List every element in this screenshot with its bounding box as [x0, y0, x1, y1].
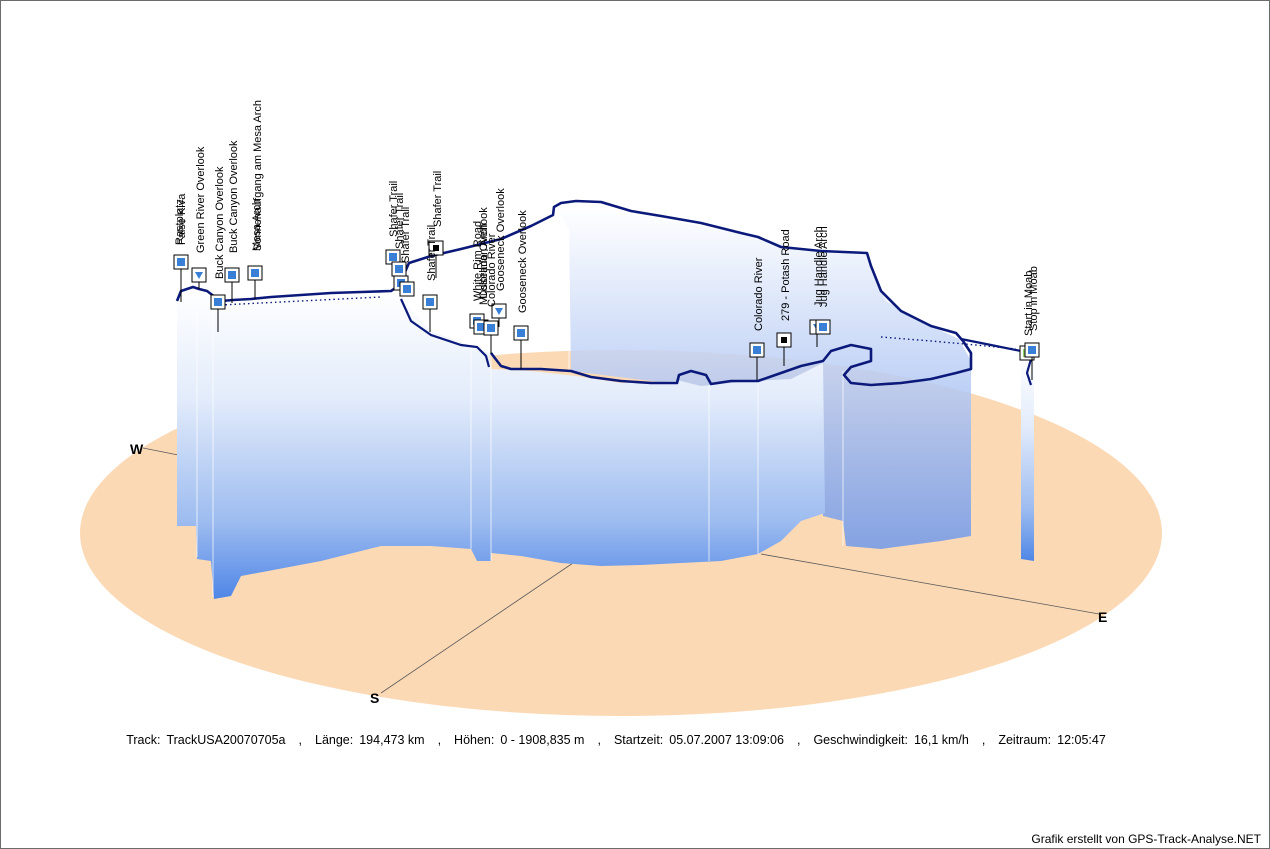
- speed-label: Geschwindigkeit:: [813, 733, 908, 747]
- speed-value: 16,1 km/h: [913, 733, 969, 747]
- track-line: [175, 199, 973, 387]
- track-label: Track:: [126, 733, 161, 747]
- waypoint-label: Shafer Trail: [426, 225, 438, 281]
- axis-east: [760, 553, 1100, 615]
- waypoint-label: Rastplatz: [174, 199, 186, 245]
- track-dots: [220, 296, 1017, 350]
- axis-south: [380, 560, 577, 694]
- waypoint-label: White Rim Road: [472, 221, 484, 301]
- separator: ,: [597, 733, 601, 747]
- height-label: Höhen:: [454, 733, 495, 747]
- waypoint-marker: [513, 325, 529, 369]
- profile-moab-wall: [1021, 353, 1034, 561]
- waypoint-label: Buck Canyon Overlook: [228, 140, 240, 253]
- waypoint-label: 279 - Potash Road: [780, 229, 792, 321]
- waypoint-label: Colorado Overlook: [478, 207, 490, 299]
- waypoint-label: Start in Moab: [1023, 271, 1035, 336]
- waypoint-label: Gooseneck Overlook: [495, 188, 507, 291]
- waypoint-markers: [173, 240, 1040, 380]
- waypoint-label: Green River Overlook: [195, 146, 207, 253]
- waypoint-label: Musselman Arch: [478, 224, 490, 305]
- waypoint-marker: [247, 265, 263, 299]
- waypoint-label: Shafer Trail: [388, 181, 400, 237]
- waypoint-labels: False Kiva Rastplatz Green River Overloo…: [174, 100, 1040, 336]
- waypoint-marker: [1024, 342, 1040, 380]
- length-value: 194,473 km: [359, 733, 425, 747]
- waypoint-marker: [815, 319, 831, 335]
- compass-south: S: [370, 690, 379, 706]
- waypoint-marker: [483, 320, 499, 354]
- waypoint-marker: [191, 267, 207, 289]
- compass-east: E: [1098, 609, 1107, 625]
- waypoint-marker: [173, 254, 189, 302]
- track-info-line: Track: TrackUSA20070705a, Länge: 194,473 km…: [1, 733, 1231, 747]
- waypoint-label: Mesa Arch: [251, 199, 263, 251]
- waypoint-label: Jug Handle Arch: [813, 226, 825, 307]
- waypoint-label: Colorado River: [753, 257, 765, 331]
- period-label: Zeitraum:: [998, 733, 1052, 747]
- waypoint-label: Shafer Trail: [400, 207, 412, 263]
- waypoint-marker: [391, 261, 407, 277]
- waypoint-label: Shafer Trail: [432, 171, 444, 227]
- separator: ,: [796, 733, 801, 747]
- waypoint-marker: [422, 294, 438, 332]
- credit-text: Grafik erstellt von GPS-Track-Analyse.NE…: [1031, 832, 1261, 846]
- track-name: TrackUSA20070705a: [166, 733, 286, 747]
- waypoint-label: Gooseneck Overlook: [517, 210, 529, 313]
- waypoint-label: Colorado River: [486, 233, 498, 307]
- period-value: 12:05:47: [1057, 733, 1106, 747]
- waypoint-marker: [224, 267, 240, 303]
- waypoint-label: Buck Canyon Overlook: [214, 166, 226, 279]
- compass-west: W: [130, 441, 144, 457]
- length-label: Länge:: [315, 733, 354, 747]
- waypoint-label: Jug Handle Arch: [818, 226, 830, 307]
- separator: ,: [437, 733, 442, 747]
- profile-front-wall: [177, 289, 825, 599]
- waypoint-label: Sonnenaufgang am Mesa Arch: [252, 100, 264, 251]
- start-value: 05.07.2007 13:09:06: [669, 733, 784, 747]
- waypoint-label: Shafer Trail: [394, 193, 406, 249]
- waypoint-marker: [776, 332, 792, 366]
- height-value: 0 - 1908,835 m: [500, 733, 585, 747]
- waypoint-marker: [428, 240, 444, 278]
- track-line-lower: [399, 298, 491, 368]
- waypoint-label: False Kiva: [176, 193, 188, 245]
- waypoint-label: Stop in Moab: [1028, 266, 1040, 331]
- waypoint-marker: [491, 303, 507, 327]
- waypoint-marker: [749, 342, 765, 380]
- separator: ,: [981, 733, 986, 747]
- waypoint-marker: [210, 294, 226, 332]
- waypoint-marker: [399, 281, 415, 297]
- separator: ,: [298, 733, 302, 747]
- start-label: Startzeit:: [613, 733, 664, 747]
- profile-strips: [196, 229, 844, 597]
